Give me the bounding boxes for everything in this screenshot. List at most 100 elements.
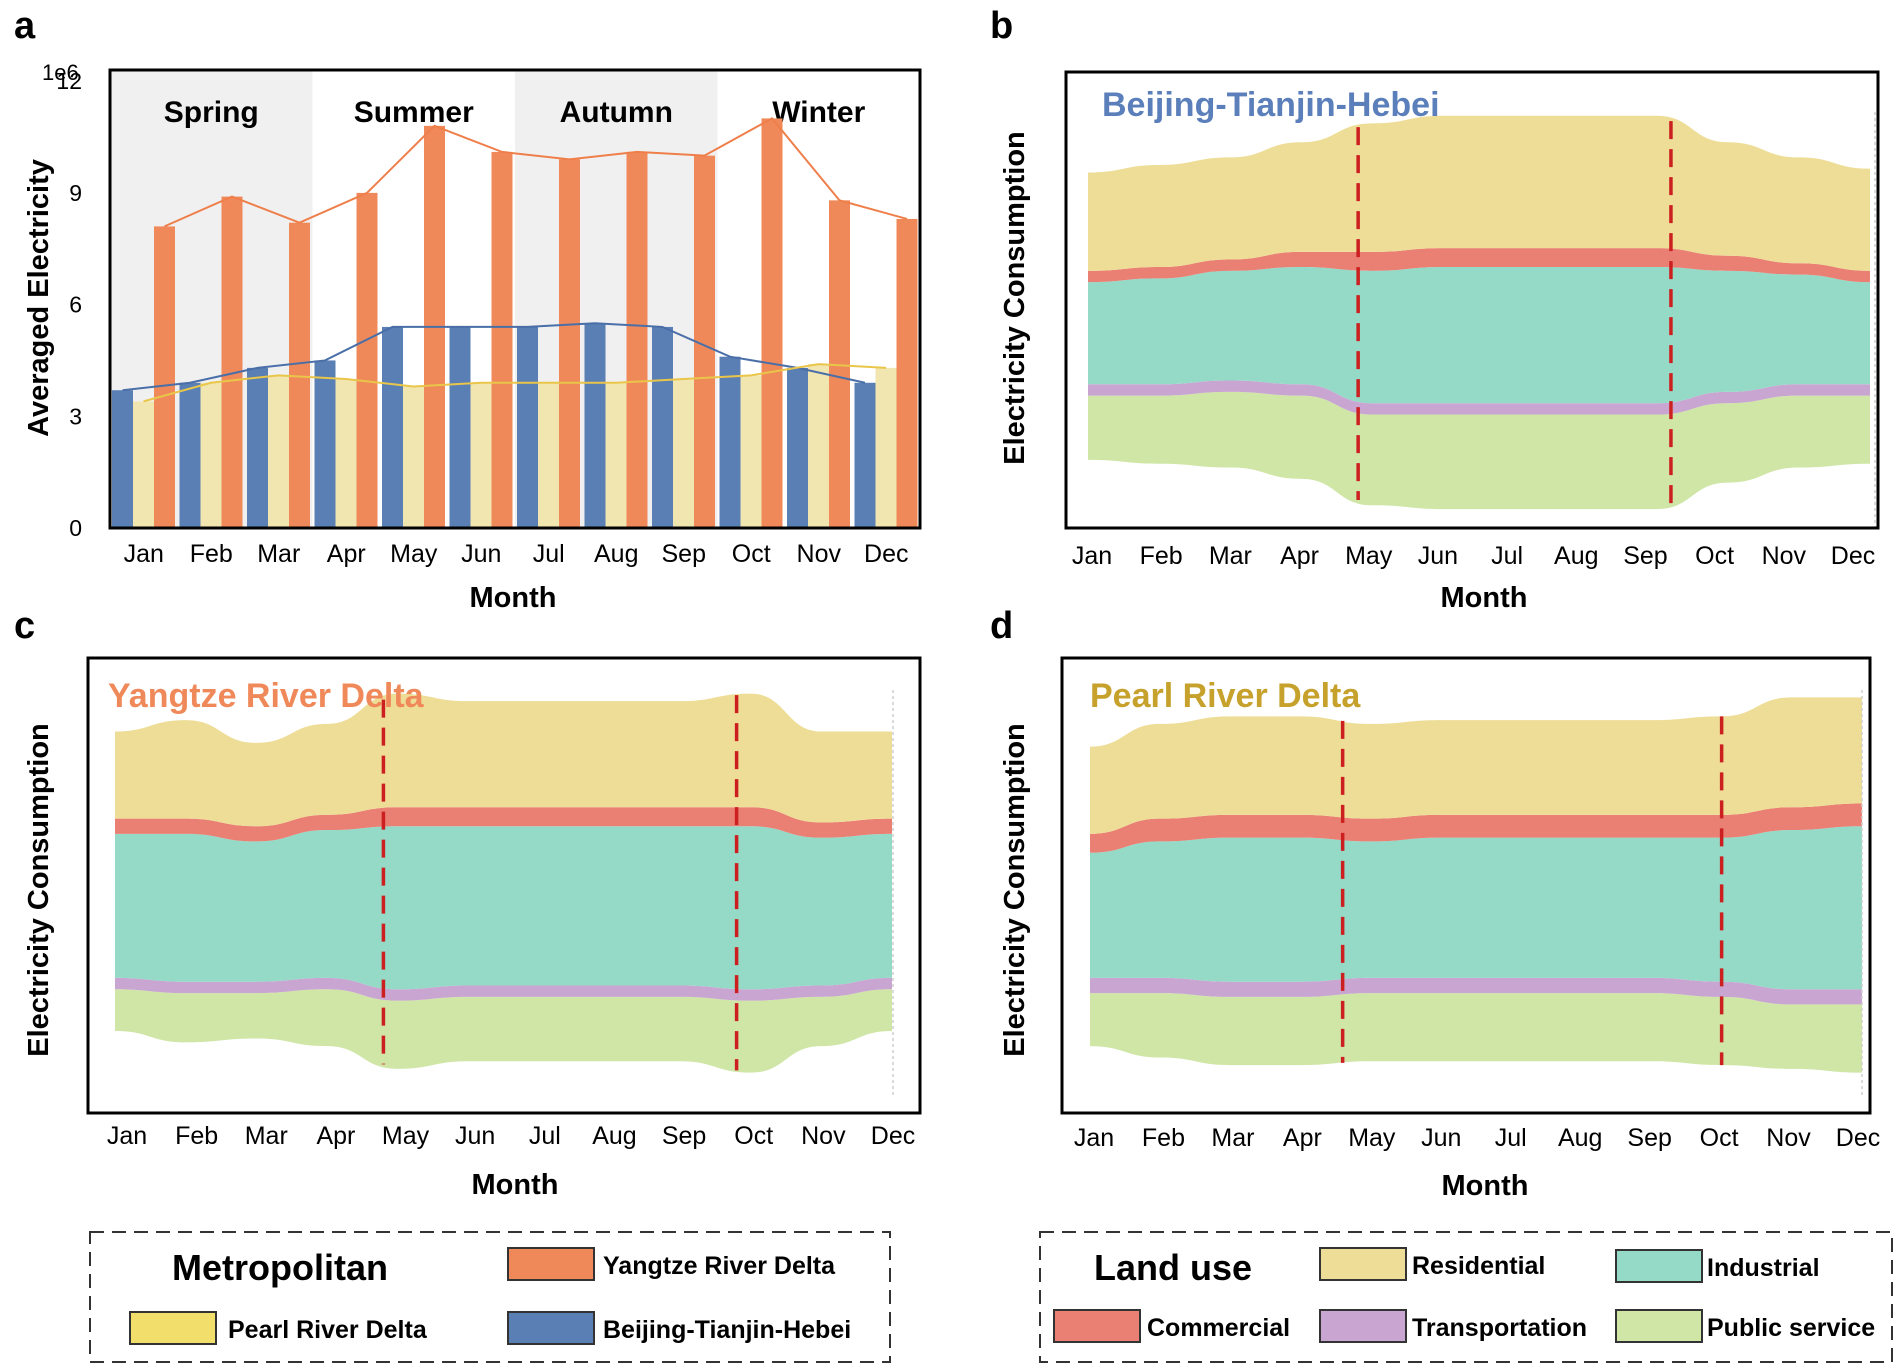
area-transportation [1090, 977, 1862, 1005]
x-tick-label: Oct [734, 1122, 773, 1150]
legend-swatch-public-service [1615, 1309, 1703, 1343]
season-label: Winter [772, 96, 865, 129]
x-tick-label: Sep [1623, 542, 1667, 570]
bar [200, 382, 222, 528]
legend-swatch-residential [1319, 1247, 1407, 1281]
plot-frame [1060, 656, 1872, 1115]
x-ticks: Jan Feb Mar Apr May Jun Jul Aug Sep Oct Nov Dec [124, 540, 909, 568]
legend-swatch-transportation [1319, 1309, 1407, 1343]
area-commercial [1088, 248, 1870, 283]
x-tick-label: Jan [107, 1122, 147, 1150]
legend-swatch-industrial [1615, 1249, 1703, 1283]
x-tick-label: Apr [327, 540, 366, 568]
bar [559, 159, 580, 529]
x-tick-label: May [390, 540, 438, 568]
stacked-areas [1090, 697, 1862, 1073]
legend-swatch-beijing [507, 1311, 595, 1345]
bar [356, 192, 378, 528]
series-line [122, 322, 866, 392]
bar [694, 155, 715, 528]
legend-label-industrial: Industrial [1707, 1254, 1820, 1282]
area-public-service [1090, 993, 1862, 1073]
x-tick-label: Feb [175, 1122, 218, 1150]
x-tick-label: Apr [1280, 542, 1319, 570]
x-tick-label: Nov [801, 1122, 846, 1150]
legend-swatch-commercial [1053, 1309, 1141, 1343]
season-dividers [1356, 121, 1673, 504]
x-tick-label: Jul [1491, 542, 1523, 570]
plot-frame [108, 68, 922, 530]
area-industrial [115, 826, 892, 990]
x-ticks: Jan Feb Mar Apr May Jun Jul Aug Sep Oct Nov Dec [107, 1122, 915, 1150]
bar [221, 196, 243, 528]
x-tick-label: Apr [316, 1122, 355, 1150]
x-tick-label: Oct [1695, 542, 1734, 570]
panel-a-bar-chart: Spring Summer Autumn Winter 0 3 6 9 12 Jan Feb Ma… [23, 60, 922, 614]
bar [247, 367, 268, 528]
x-tick-label: Nov [797, 540, 842, 568]
x-tick-label: Feb [1140, 542, 1183, 570]
area-transportation [115, 977, 892, 1001]
x-tick-label: Jul [529, 1122, 561, 1150]
x-tick-label: Jun [455, 1122, 495, 1150]
x-tick-label: May [382, 1122, 430, 1150]
y-axis-label: Electricity Consumption [999, 723, 1031, 1057]
stacked-areas [1088, 115, 1870, 510]
area-residential [1088, 115, 1870, 271]
season-labels: Spring Summer Autumn Winter [164, 96, 866, 129]
x-tick-label: Mar [245, 1122, 288, 1150]
bar [289, 222, 310, 528]
bar [719, 356, 741, 528]
x-tick-label: Mar [257, 540, 300, 568]
y-axis-label: Electricity Consumption [999, 131, 1031, 465]
x-axis-label: Month [472, 1169, 559, 1201]
y-tick-label: 3 [69, 403, 82, 429]
bar [538, 382, 559, 528]
chart-title: Yangtze River Delta [108, 677, 425, 715]
bar [179, 382, 201, 528]
x-tick-label: Jul [533, 540, 565, 568]
x-tick-label: Oct [1700, 1124, 1739, 1152]
x-axis-label: Month [470, 582, 557, 614]
area-transportation [1088, 380, 1870, 415]
bar [761, 118, 783, 529]
x-tick-label: Aug [592, 1122, 636, 1150]
plot-frame [86, 656, 922, 1115]
x-axis-label: Month [1442, 1170, 1529, 1202]
x-tick-label: Nov [1762, 542, 1807, 570]
y-axis-label: Averaged Electricity [23, 159, 55, 437]
y-multiplier: 1e6 [42, 60, 79, 85]
x-tick-label: Feb [1142, 1124, 1185, 1152]
area-residential [115, 693, 892, 827]
panel-b-area-chart: Beijing-Tianjin-Hebei Jan Feb Mar Apr May Jun… [999, 70, 1880, 614]
panel-label-d: d [990, 605, 1013, 647]
bar [584, 323, 606, 528]
x-tick-label: Dec [1836, 1124, 1880, 1152]
season-label: Summer [354, 96, 474, 129]
x-tick-label: Sep [662, 540, 706, 568]
stacked-areas [115, 693, 892, 1073]
bar [896, 218, 918, 528]
x-ticks: Jan Feb Mar Apr May Jun Jul Aug Sep Oct Nov Dec [1072, 542, 1875, 570]
bar [652, 326, 673, 528]
x-tick-label: Jan [124, 540, 164, 568]
area-residential [1090, 697, 1862, 834]
legend-label-public-service: Public service [1707, 1314, 1875, 1342]
legend-swatch-pearl [129, 1311, 217, 1345]
bar [875, 367, 897, 528]
x-tick-label: Mar [1209, 542, 1252, 570]
area-public-service [115, 989, 892, 1073]
chart-title: Pearl River Delta [1090, 677, 1361, 715]
bar [854, 382, 876, 528]
area-commercial [1090, 803, 1862, 853]
panel-label-b: b [990, 5, 1013, 47]
panel-label-a: a [14, 5, 36, 47]
area-industrial [1090, 826, 1862, 990]
x-tick-label: Aug [594, 540, 638, 568]
x-tick-label: Aug [1558, 1124, 1602, 1152]
bar [808, 364, 829, 528]
chart-title: Beijing-Tianjin-Hebei [1102, 86, 1440, 124]
legend-frame [1039, 1231, 1893, 1363]
legend-swatch-yangtze [507, 1247, 595, 1281]
y-tick-label: 12 [56, 68, 82, 94]
